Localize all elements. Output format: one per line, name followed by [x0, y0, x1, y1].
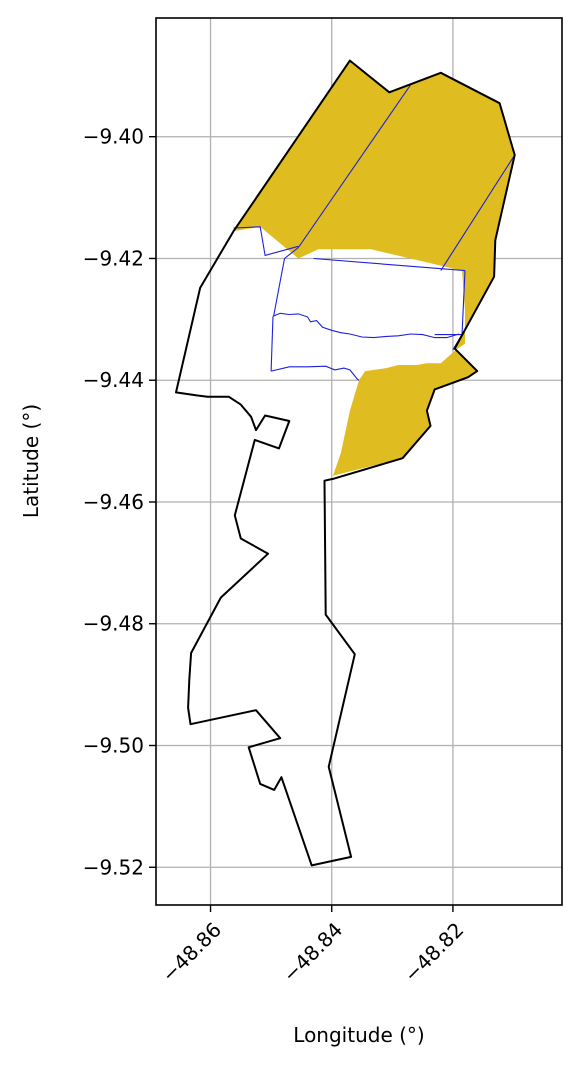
plot-frame [155, 17, 563, 906]
y-tick-label: −9.44 [83, 368, 144, 392]
y-tick-label: −9.52 [83, 855, 144, 879]
outer-boundary [175, 59, 516, 867]
shaded-region [233, 60, 515, 476]
y-tick-label: −9.50 [83, 733, 144, 757]
subdivision-line [272, 312, 460, 339]
subdivision-line [233, 226, 299, 257]
subdivision-line [440, 154, 516, 271]
subdivision-line [270, 316, 274, 372]
map-layer [175, 59, 516, 867]
subdivision-line [313, 257, 466, 272]
subdivision-line [270, 365, 360, 381]
x-tick-label: −48.84 [278, 918, 347, 987]
y-axis-label: Latitude (°) [19, 404, 43, 518]
y-ticks: −9.40 −9.42 −9.44 −9.46 −9.48 −9.50 −9.52 [83, 125, 156, 879]
y-tick-label: −9.48 [83, 612, 144, 636]
x-axis-label: Longitude (°) [293, 1023, 424, 1047]
x-tick-label: −48.86 [157, 918, 226, 987]
y-tick-label: −9.42 [83, 246, 144, 270]
x-ticks: −48.86 −48.84 −48.82 [157, 905, 468, 987]
y-tick-label: −9.40 [83, 125, 144, 149]
x-tick-label: −48.82 [399, 918, 468, 987]
subdivision-line [273, 247, 299, 317]
subdivision-line [461, 270, 466, 335]
subdivision-line [297, 84, 411, 248]
y-tick-label: −9.46 [83, 490, 144, 514]
